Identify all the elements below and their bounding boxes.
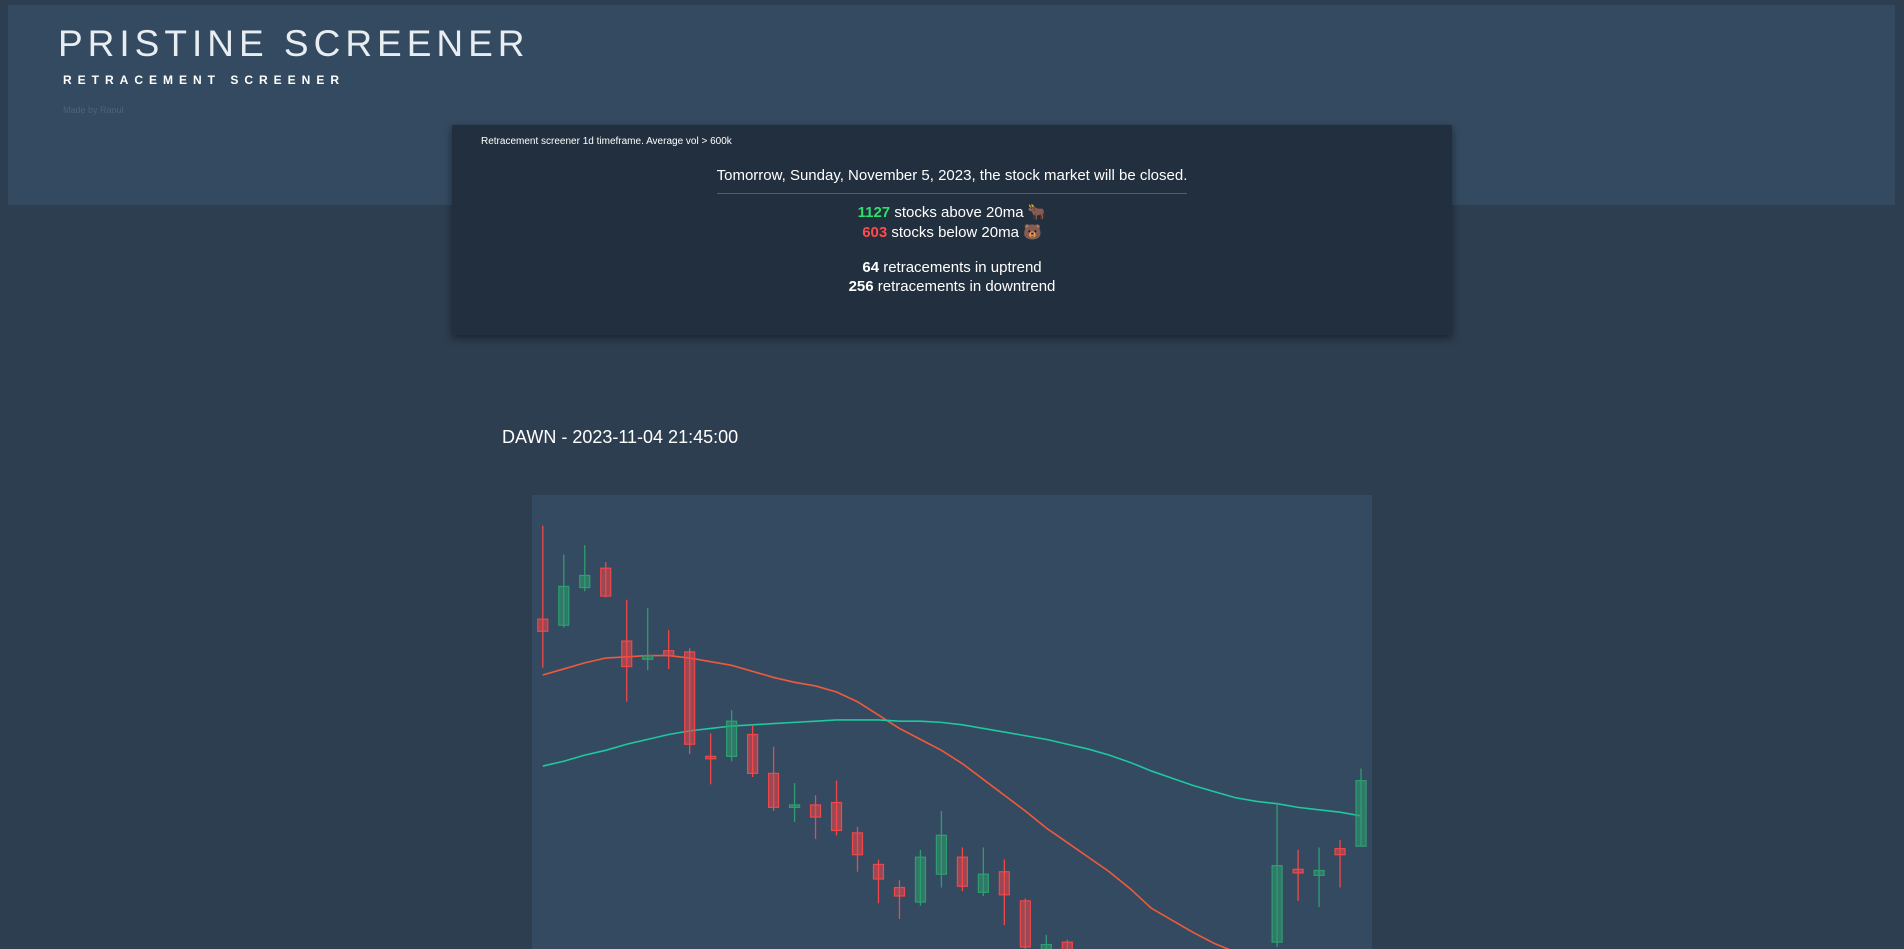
candle-body — [747, 733, 759, 774]
candle-body — [1313, 869, 1325, 876]
candle-body — [914, 856, 927, 903]
count: 64 — [862, 259, 880, 276]
candle-body — [1334, 848, 1346, 856]
candle-body — [767, 772, 780, 808]
candle-body — [705, 755, 717, 760]
candle-body — [998, 871, 1010, 896]
count: 1127 — [857, 204, 891, 221]
candle-body — [872, 863, 885, 880]
below-line: 603 stocks below 20ma 🐻 — [452, 223, 1452, 241]
candle-body — [830, 801, 843, 832]
candle-body — [1040, 943, 1052, 949]
candle-body — [809, 804, 822, 818]
credit: Made by Raoul — [63, 105, 124, 115]
candle-body — [1271, 865, 1283, 943]
divider — [717, 193, 1187, 194]
label: stocks above 20ma 🐂 — [894, 204, 1047, 221]
candle-body — [1061, 941, 1073, 949]
chart-title: DAWN - 2023-11-04 21:45:00 — [502, 427, 739, 447]
candle-body — [726, 720, 738, 757]
summary-card: Retracement screener 1d timeframe. Avera… — [452, 125, 1452, 335]
candle-body — [621, 640, 633, 668]
downtrend-line: 256 retracements in downtrend — [452, 278, 1452, 295]
ma-line — [542, 719, 1362, 817]
candle-body — [684, 651, 696, 745]
candle-body — [977, 873, 989, 893]
candle-body — [642, 654, 654, 660]
note: Retracement screener 1d timeframe. Avera… — [481, 136, 732, 147]
market-notice: Tomorrow, Sunday, November 5, 2023, the … — [716, 167, 1188, 184]
candle-body — [1019, 900, 1031, 948]
candle-body — [893, 886, 906, 897]
candle-body — [663, 650, 675, 657]
count: 603 — [862, 224, 888, 241]
candle-body — [579, 574, 591, 589]
candle-body — [537, 618, 549, 632]
count: 256 — [848, 278, 874, 295]
candle-body — [935, 834, 948, 875]
candle-body — [558, 585, 570, 626]
candle-body — [956, 856, 968, 887]
chart — [532, 495, 1372, 949]
candle-body — [600, 567, 612, 597]
app-title: PRISTINE SCREENER — [58, 23, 530, 64]
label: retracements in downtrend — [877, 278, 1056, 295]
candle-body — [851, 832, 864, 856]
candle-body — [788, 804, 801, 808]
app-subtitle: RETRACEMENT SCREENER — [63, 73, 346, 87]
label: stocks below 20ma 🐻 — [891, 224, 1042, 241]
candle-body — [1292, 868, 1304, 874]
ma-line — [542, 654, 1231, 949]
label: retracements in uptrend — [883, 259, 1042, 276]
above-line: 1127 stocks above 20ma 🐂 — [452, 203, 1452, 221]
candle-body — [1355, 780, 1367, 847]
chart-background — [532, 495, 1372, 949]
uptrend-line: 64 retracements in uptrend — [452, 259, 1452, 276]
